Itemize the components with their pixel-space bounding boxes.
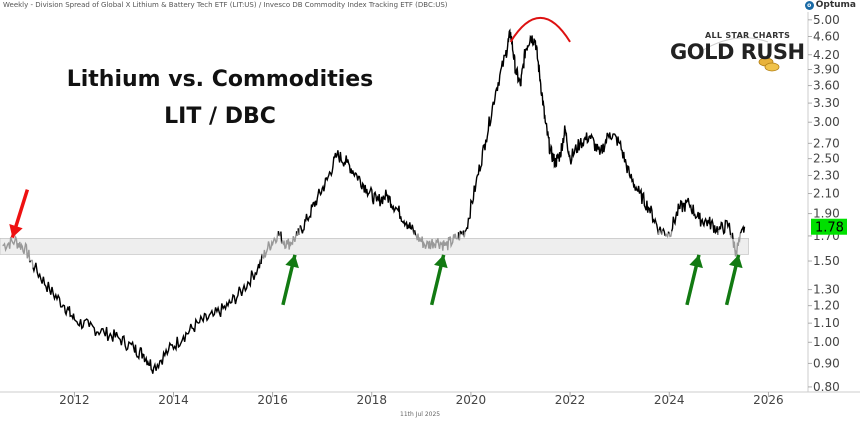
series-line-segment [2, 234, 31, 263]
last-value-badge [811, 218, 847, 235]
series-line-segment [732, 233, 741, 257]
y-tick-label: 2.10 [813, 187, 840, 201]
y-tick-label: 1.50 [813, 254, 840, 268]
x-tick-label: 2022 [555, 393, 586, 407]
logo-name: GOLD RUSH [670, 40, 805, 64]
series-line-segment [298, 225, 301, 235]
x-tick-label: 2024 [654, 393, 685, 407]
series-line-segment [32, 259, 261, 374]
series-line-segment [464, 28, 660, 235]
x-tick-label: 2020 [456, 393, 487, 407]
peak-arc [509, 16, 571, 43]
y-tick-label: 1.10 [813, 316, 840, 330]
series-line-segment [731, 232, 734, 240]
x-tick-label: 2014 [158, 393, 189, 407]
support-band [0, 238, 749, 255]
green-arrow-head [434, 254, 448, 269]
logo-tagline: ALL STAR CHARTS [705, 31, 791, 40]
green-arrow-head [285, 254, 299, 269]
series-line-segment [29, 260, 32, 263]
y-tick-label: 3.00 [813, 115, 840, 129]
series-line-segment [718, 219, 732, 236]
chart-subtitle: LIT / DBC [164, 104, 276, 129]
y-tick-label: 2.30 [813, 168, 840, 182]
brand-name: Optuma [815, 0, 856, 10]
y-tick-label: 3.60 [813, 79, 840, 93]
x-tick-label: 2018 [357, 393, 388, 407]
y-tick-label: 3.90 [813, 63, 840, 77]
gold-coin-icon [764, 62, 780, 72]
date-label: 11th Jul 2025 [400, 411, 441, 418]
series-line-segment [667, 231, 670, 234]
y-tick-label: 1.00 [813, 335, 840, 349]
x-tick-label: 2012 [59, 393, 90, 407]
y-tick-label: 4.60 [813, 30, 840, 44]
series-line-segment [30, 259, 34, 268]
series-line-segment [299, 150, 415, 235]
series-line-segment [717, 229, 720, 236]
y-tick-label: 4.20 [813, 48, 840, 62]
y-tick-label: 2.70 [813, 136, 840, 150]
chart-title: Lithium vs. Commodities [66, 67, 374, 92]
y-tick-label: 0.90 [813, 356, 840, 370]
series-line-segment [665, 231, 670, 239]
green-arrow-head [689, 254, 703, 269]
last-value-label: 1.78 [815, 221, 844, 236]
y-tick-label: 2.50 [813, 152, 840, 166]
series-line-segment [739, 224, 746, 234]
logo-swoosh [699, 37, 769, 53]
green-arrow-head [728, 254, 743, 269]
red-arrow-head [9, 224, 23, 238]
optuma-logo-icon: o [804, 1, 814, 10]
series-line-segment [657, 229, 660, 235]
optuma-brand: o Optuma [804, 0, 856, 10]
x-tick-label: 2016 [257, 393, 288, 407]
series-line-segment [661, 230, 664, 235]
series-line-segment [261, 230, 280, 260]
y-tick-label: 1.90 [813, 207, 840, 221]
series-line-segment [671, 197, 719, 235]
series-line-segment [415, 232, 460, 251]
series-line-segment [281, 231, 298, 250]
series-line-segment [463, 231, 466, 238]
y-tick-label: 5.00 [813, 13, 840, 27]
y-tick-label: 3.30 [813, 96, 840, 110]
y-tick-label: 1.20 [813, 299, 840, 313]
x-tick-label: 2026 [753, 393, 784, 407]
chart-description: Weekly - Division Spread of Global X Lit… [3, 1, 448, 9]
series-line-segment [414, 230, 417, 236]
series-line-segment [661, 227, 666, 237]
series-line-segment [658, 226, 663, 235]
series-line-segment [277, 230, 280, 237]
y-tick-label: 0.80 [813, 380, 840, 394]
y-tick-label: 1.30 [813, 283, 840, 297]
series-line-segment [668, 231, 673, 238]
